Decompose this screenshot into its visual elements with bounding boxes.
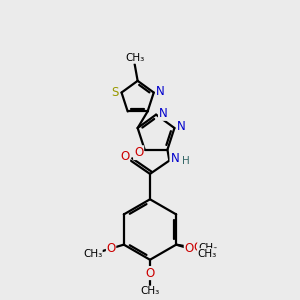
Text: O: O — [120, 150, 129, 163]
Text: H: H — [182, 156, 190, 166]
Text: O: O — [134, 146, 143, 159]
Text: O: O — [193, 241, 203, 254]
Text: S: S — [111, 86, 118, 99]
Text: N: N — [156, 85, 165, 98]
Text: N: N — [177, 120, 186, 133]
Text: O: O — [184, 242, 194, 255]
Text: CH₃: CH₃ — [125, 53, 144, 63]
Text: O: O — [106, 242, 116, 255]
Text: CH₃: CH₃ — [198, 243, 217, 253]
Text: N: N — [159, 107, 168, 120]
Text: CH₃: CH₃ — [140, 286, 160, 296]
Text: CH₃: CH₃ — [198, 249, 217, 259]
Text: CH₃: CH₃ — [83, 249, 102, 259]
Text: O: O — [146, 267, 154, 280]
Text: N: N — [170, 152, 179, 165]
